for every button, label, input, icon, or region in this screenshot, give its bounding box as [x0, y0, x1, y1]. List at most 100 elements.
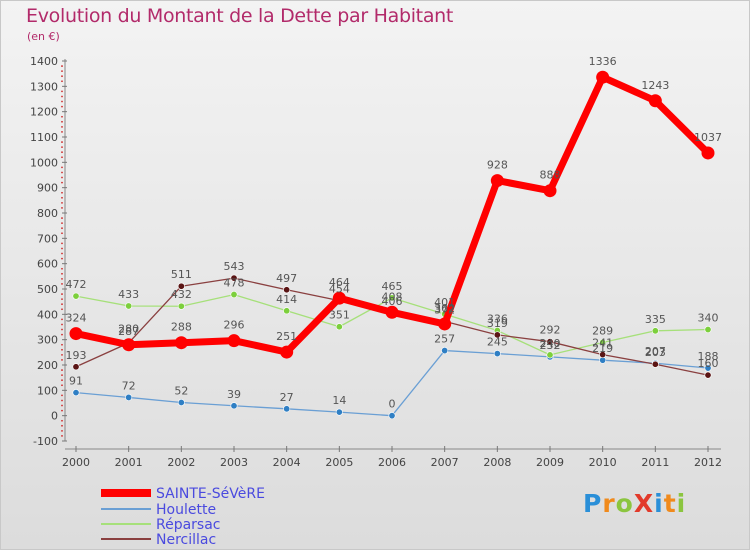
y-tick-label: 1200: [30, 106, 58, 119]
x-tick-label: 2012: [694, 456, 722, 469]
y-minor-tick: [61, 115, 63, 118]
y-tick-label: 1400: [30, 55, 58, 68]
data-point: [332, 291, 346, 305]
data-point: [122, 338, 136, 352]
data-label: 289: [592, 324, 613, 337]
data-label: 14: [332, 394, 346, 407]
data-label: 1243: [641, 79, 669, 92]
data-point: [441, 347, 449, 355]
y-minor-tick: [61, 191, 63, 194]
y-minor-tick: [61, 232, 63, 235]
data-label: 0: [389, 398, 396, 411]
data-point: [227, 334, 241, 348]
y-minor-tick: [61, 298, 63, 301]
data-point: [388, 294, 396, 302]
y-tick-label: 1000: [30, 156, 58, 169]
x-tick-label: 2003: [220, 456, 248, 469]
y-minor-tick: [61, 409, 63, 412]
data-point: [174, 336, 188, 350]
legend-label: Nercillac: [156, 532, 216, 548]
data-label: 432: [171, 288, 192, 301]
y-minor-tick: [61, 156, 63, 159]
data-label: 292: [540, 324, 561, 337]
data-label: 280: [118, 323, 139, 336]
data-label: 351: [329, 309, 350, 322]
proxiti-logo: ProXiti: [583, 489, 687, 518]
y-minor-tick: [61, 435, 63, 437]
y-minor-tick: [61, 105, 63, 108]
y-minor-tick: [61, 242, 63, 245]
y-minor-tick: [61, 419, 63, 422]
y-minor-tick: [61, 384, 63, 387]
y-minor-tick: [61, 328, 63, 331]
chart-subtitle: (en €): [27, 30, 60, 43]
data-point: [125, 393, 133, 401]
data-label: 372: [434, 303, 455, 316]
data-labels: 91 72 52 39 27 14 0 257 245 232 219 207 188 472 433 432…: [66, 55, 723, 410]
y-minor-tick: [61, 303, 63, 306]
data-point: [125, 302, 133, 310]
data-point: [493, 331, 501, 339]
data-label: 928: [487, 159, 508, 172]
y-minor-tick: [61, 227, 63, 230]
data-label: 472: [66, 278, 87, 291]
y-minor-tick: [61, 207, 63, 209]
y-minor-tick: [61, 308, 63, 311]
data-label: 160: [698, 357, 719, 370]
y-minor-tick: [61, 272, 63, 275]
x-tick-label: 2000: [62, 456, 90, 469]
data-point: [704, 364, 712, 372]
data-point: [283, 405, 291, 413]
data-point: [69, 327, 83, 341]
axes: -100 0 100 200 300 400 500 600 700 800 900 1000 1100…: [30, 55, 722, 469]
y-tick-label: 1100: [30, 131, 58, 144]
data-point: [438, 317, 452, 331]
data-point: [651, 327, 659, 335]
y-minor-tick: [61, 201, 63, 204]
y-minor-tick: [61, 348, 63, 351]
data-point: [543, 184, 557, 198]
data-point: [72, 389, 80, 397]
y-minor-tick: [61, 318, 63, 321]
data-label: 257: [434, 333, 455, 346]
data-label: 232: [540, 339, 561, 352]
data-label: 401: [434, 296, 455, 309]
data-label: 1336: [589, 55, 617, 68]
y-tick-label: 900: [37, 182, 58, 195]
x-tick-label: 2011: [641, 456, 669, 469]
x-tick-label: 2008: [483, 456, 511, 469]
data-label: 336: [487, 313, 508, 326]
y-minor-tick: [61, 141, 63, 143]
data-point: [546, 351, 554, 359]
data-point: [704, 326, 712, 334]
data-label: 203: [645, 346, 666, 359]
data-label: 240: [540, 337, 561, 350]
y-minor-tick: [61, 323, 63, 326]
y-tick-label: 400: [37, 308, 58, 321]
chart-title: Evolution du Montant de la Dette par Hab…: [26, 5, 454, 27]
data-label: 408: [382, 290, 403, 303]
x-tick-label: 2005: [325, 456, 353, 469]
y-minor-tick: [61, 353, 63, 356]
data-point: [599, 351, 607, 359]
legend-label: Houlette: [156, 502, 216, 518]
data-label: 296: [224, 319, 245, 332]
data-point: [177, 282, 185, 290]
y-minor-tick: [61, 80, 63, 83]
x-tick-label: 2010: [589, 456, 617, 469]
data-point: [72, 363, 80, 371]
y-minor-tick: [61, 333, 63, 336]
data-point: [230, 291, 238, 299]
y-minor-tick: [61, 125, 63, 128]
y-minor-tick: [61, 217, 63, 219]
data-label: 27: [280, 391, 294, 404]
data-label: 91: [69, 375, 83, 388]
y-minor-tick: [61, 257, 63, 260]
data-label: 478: [224, 277, 245, 290]
data-point: [388, 412, 396, 420]
data-label: 543: [224, 260, 245, 273]
y-minor-tick: [61, 222, 63, 225]
data-point: [701, 146, 715, 160]
data-label: 251: [276, 330, 297, 343]
